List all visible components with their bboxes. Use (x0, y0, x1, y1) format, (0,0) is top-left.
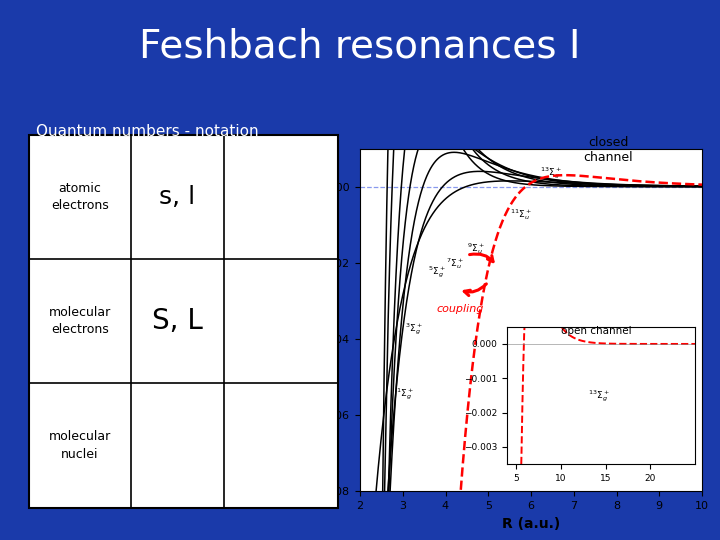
Text: $^5\Sigma_g^+$: $^5\Sigma_g^+$ (428, 264, 446, 280)
Bar (29, 135, 338, 508)
Text: $^9\Sigma_u^+$: $^9\Sigma_u^+$ (467, 241, 485, 256)
Y-axis label: V (a.u.): V (a.u.) (297, 294, 310, 346)
Text: molecular
electrons: molecular electrons (49, 306, 111, 336)
Text: $^3\Sigma_g^+$: $^3\Sigma_g^+$ (405, 321, 423, 337)
Text: $^{13}\Sigma_g^+$: $^{13}\Sigma_g^+$ (539, 165, 562, 181)
Text: $^1\Sigma_g^+$: $^1\Sigma_g^+$ (396, 386, 414, 402)
Text: $^7\Sigma_u^+$: $^7\Sigma_u^+$ (446, 256, 464, 271)
X-axis label: R (a.u.): R (a.u.) (502, 517, 560, 531)
Text: Quantum numbers - notation: Quantum numbers - notation (36, 124, 258, 139)
Text: coupling: coupling (437, 305, 485, 314)
Text: closed
channel: closed channel (583, 136, 633, 164)
Text: atomic
electrons: atomic electrons (51, 182, 109, 212)
Text: Feshbach resonances I: Feshbach resonances I (139, 27, 581, 65)
Text: $^{11}\Sigma_u^+$: $^{11}\Sigma_u^+$ (510, 207, 531, 221)
Text: S, L: S, L (152, 307, 203, 335)
Text: molecular
nuclei: molecular nuclei (49, 430, 111, 461)
Text: s, l: s, l (159, 185, 195, 209)
